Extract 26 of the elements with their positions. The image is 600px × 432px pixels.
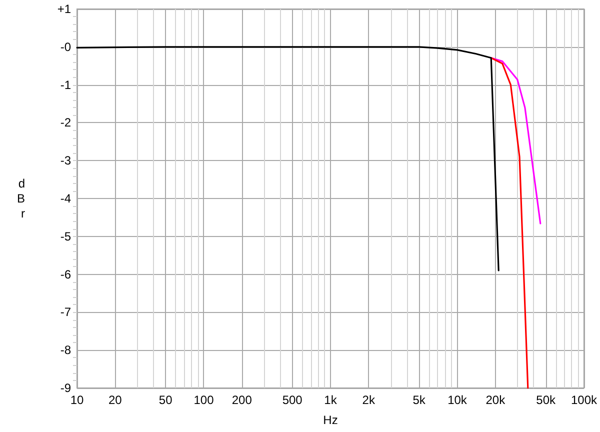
x-tick-label: 10k [448,393,468,407]
y-tick-label: -7 [60,305,72,320]
y-tick-label: -6 [60,267,72,282]
y-axis-title: dBr [16,176,25,220]
x-tick-label: 10 [70,393,84,407]
y-tick-label: -1 [60,78,72,92]
y-tick-label: +1 [57,2,72,16]
y-tick-label: -4 [60,192,72,206]
x-tick-label: 20k [486,393,506,407]
y-tick-label: -8 [60,343,72,358]
x-tick-label: 50 [158,393,173,407]
x-tick-label: 500 [282,393,303,407]
x-tick-label: 5k [412,393,426,407]
y-tick-label: -9 [60,381,72,395]
x-tick-label: 100 [194,393,214,407]
x-tick-label: 100k [570,393,598,407]
x-tick-label: 200 [232,393,252,407]
x-tick-label: 2k [362,393,376,407]
y-tick-label: -3 [60,154,72,168]
y-tick-label: -2 [60,116,72,130]
x-tick-label: 20 [108,393,122,407]
x-axis-title: Hz [323,413,338,427]
x-tick-label: 1k [324,393,338,407]
y-tick-label: -5 [60,229,72,244]
x-tick-label: 50k [536,393,556,407]
y-tick-label: -0 [60,40,72,54]
